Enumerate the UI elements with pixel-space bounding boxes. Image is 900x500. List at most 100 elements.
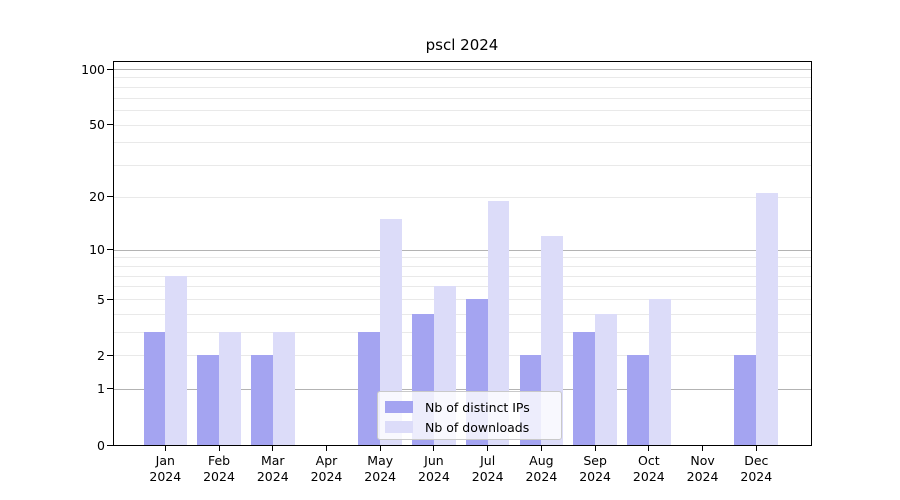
x-tick-mark: [540, 445, 542, 451]
y-tick-mark: [107, 388, 113, 390]
bar-distinct-ips: [143, 332, 166, 445]
y-tick-label: 2: [97, 347, 105, 363]
x-tick-mark: [433, 445, 435, 451]
plot-area: [113, 61, 811, 445]
gridline-minor: [113, 332, 811, 334]
x-tick-mark: [325, 445, 327, 451]
y-tick-mark: [107, 68, 113, 70]
plot-border-left: [113, 61, 114, 446]
bar-downloads: [487, 200, 510, 445]
x-tick-label-year: 2024: [310, 468, 343, 484]
gridline-minor: [113, 142, 811, 144]
gridline-minor: [113, 77, 811, 79]
gridline-minor: [113, 313, 811, 315]
x-tick-label-year: 2024: [149, 468, 182, 484]
x-tick-label-year: 2024: [418, 468, 450, 484]
gridline-minor: [113, 265, 811, 267]
x-tick-mark: [379, 445, 381, 451]
legend-item-distinct-ips: Nb of distinct IPs: [385, 397, 561, 417]
gridline-minor: [113, 299, 811, 301]
y-tick-mark: [107, 196, 113, 198]
x-tick-label-year: 2024: [203, 468, 235, 484]
x-tick-label-year: 2024: [256, 468, 289, 484]
y-tick-mark: [107, 354, 113, 356]
x-tick-mark: [218, 445, 220, 451]
y-tick-label: 50: [89, 117, 105, 133]
bar-downloads: [648, 299, 671, 445]
bar-downloads: [756, 193, 779, 445]
bar-distinct-ips: [627, 355, 649, 445]
x-tick-label: Apr 2024: [297, 453, 355, 484]
x-tick-mark: [164, 445, 166, 451]
y-tick-mark: [107, 444, 113, 446]
y-tick-mark: [107, 249, 113, 251]
x-tick-mark: [272, 445, 274, 451]
x-tick-label-year: 2024: [632, 468, 665, 484]
x-tick-label: Feb 2024: [190, 453, 248, 484]
y-tick-label: 1: [97, 381, 105, 397]
y-tick-mark: [107, 298, 113, 300]
chart-title: pscl 2024: [425, 36, 499, 54]
x-tick-mark: [487, 445, 489, 451]
x-tick-label-year: 2024: [740, 468, 773, 484]
x-tick-label: Dec 2024: [727, 453, 785, 484]
gridline-minor: [113, 97, 811, 99]
x-tick-label: Jan 2024: [136, 453, 194, 484]
bar-distinct-ips: [250, 355, 273, 445]
x-tick-mark: [594, 445, 596, 451]
x-tick-label-year: 2024: [579, 468, 612, 484]
y-tick-label: 100: [81, 61, 105, 77]
x-tick-label-year: 2024: [686, 468, 719, 484]
plot-border-bottom: [113, 445, 812, 446]
bar-downloads: [272, 332, 295, 445]
legend-label-distinct-ips: Nb of distinct IPs: [425, 399, 530, 415]
gridline-major: [113, 69, 811, 70]
y-tick-label: 10: [89, 242, 105, 258]
x-tick-mark: [648, 445, 650, 451]
bar-downloads: [219, 332, 241, 445]
gridline-minor: [113, 196, 811, 198]
gridline-minor: [113, 257, 811, 259]
x-tick-label: May 2024: [351, 453, 409, 484]
x-tick-label-year: 2024: [364, 468, 397, 484]
legend: Nb of distinct IPs Nb of downloads: [377, 391, 562, 440]
gridline-minor: [113, 286, 811, 288]
bar-downloads: [595, 313, 617, 445]
gridline-minor: [113, 86, 811, 88]
bar-distinct-ips: [358, 332, 381, 445]
plot-border-right: [811, 61, 812, 446]
bar-distinct-ips: [734, 355, 757, 445]
legend-swatch-downloads: [385, 421, 413, 433]
gridline-minor: [113, 275, 811, 277]
x-tick-label: Jul 2024: [459, 453, 517, 484]
y-tick-label: 0: [97, 437, 105, 453]
x-tick-label: Nov 2024: [674, 453, 732, 484]
gridline-major: [113, 249, 811, 251]
x-tick-label-year: 2024: [471, 468, 504, 484]
x-tick-label: Jun 2024: [405, 453, 463, 484]
x-tick-label: Aug 2024: [512, 453, 570, 484]
bar-distinct-ips: [197, 355, 220, 445]
y-tick-label: 20: [89, 189, 105, 205]
y-tick-mark: [107, 124, 113, 126]
y-tick-label: 5: [97, 291, 105, 307]
bar-downloads: [165, 275, 188, 445]
legend-label-downloads: Nb of downloads: [425, 419, 530, 435]
bar-downloads: [380, 219, 402, 445]
gridline-minor: [113, 355, 811, 357]
legend-item-downloads: Nb of downloads: [385, 417, 561, 437]
plot-border-top: [113, 61, 812, 62]
x-tick-label-year: 2024: [525, 468, 558, 484]
x-tick-label: Sep 2024: [566, 453, 624, 484]
x-tick-mark: [702, 445, 704, 451]
gridline-minor: [113, 165, 811, 167]
bar-distinct-ips: [573, 332, 596, 445]
gridline-minor: [113, 110, 811, 112]
legend-swatch-distinct-ips: [385, 401, 413, 413]
gridline-major: [113, 388, 811, 390]
x-tick-label: Oct 2024: [620, 453, 678, 484]
x-tick-label: Mar 2024: [244, 453, 302, 484]
gridline-minor: [113, 124, 811, 126]
x-tick-mark: [755, 445, 757, 451]
